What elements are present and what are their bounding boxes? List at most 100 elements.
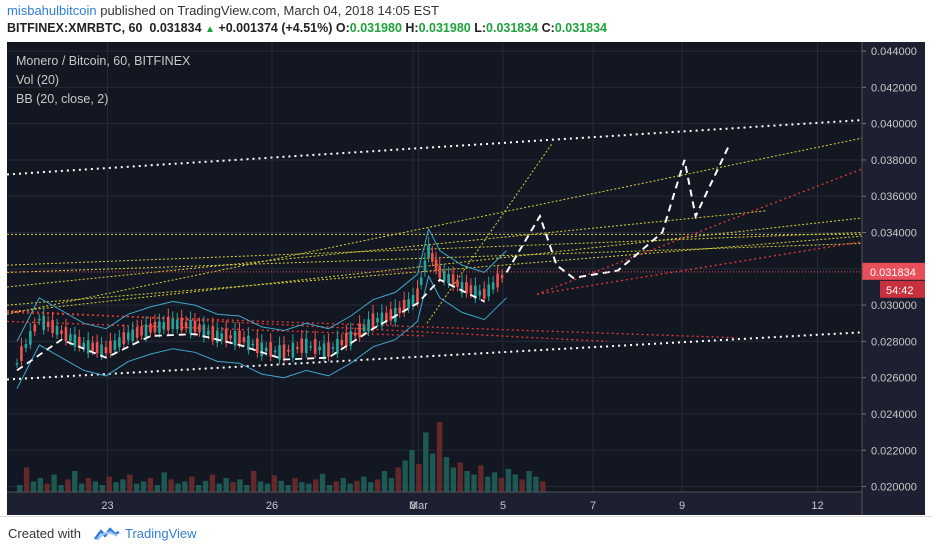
trendline-yellow	[6, 217, 863, 313]
publish-text: published on TradingView.com, March 04, …	[96, 3, 439, 18]
trendline-yellow	[6, 235, 863, 306]
volume-bar	[37, 478, 44, 492]
candle-body	[73, 334, 77, 347]
candle-body	[193, 320, 197, 332]
candle-body	[309, 345, 312, 348]
candle-body	[256, 338, 259, 354]
x-tick-label: 5	[500, 500, 506, 512]
y-tick-label: 0.030000	[871, 300, 917, 312]
volume-bar	[381, 471, 388, 492]
volume-bar	[354, 480, 360, 492]
candle-body	[211, 326, 215, 341]
bollinger-lower	[16, 274, 507, 389]
candle-body	[416, 288, 419, 303]
candle-body	[291, 342, 295, 358]
legend-bollinger[interactable]: BB (20, close, 2)	[16, 92, 109, 106]
chart-header: misbahulbitcoin published on TradingView…	[0, 0, 932, 41]
open-label: O:	[335, 21, 350, 35]
volume-bar	[498, 478, 505, 492]
y-tick-label: 0.026000	[871, 373, 917, 385]
author-link[interactable]: misbahulbitcoin	[7, 3, 97, 18]
candle-body	[131, 329, 134, 341]
y-tick-label: 0.040000	[871, 119, 917, 131]
candle-body	[144, 324, 148, 338]
candle-body	[402, 299, 406, 313]
trendline-yellow	[6, 210, 768, 288]
candle-body	[367, 319, 370, 332]
candle-body	[15, 363, 19, 365]
candle-body	[37, 318, 41, 321]
y-tick-label: 0.022000	[871, 445, 917, 457]
x-tick-label: Mar	[409, 500, 428, 512]
volume-bar	[216, 483, 222, 492]
volume-bar	[312, 479, 319, 492]
footer: Created with TradingView	[0, 516, 932, 551]
volume-bar	[264, 483, 271, 492]
candle-body	[100, 344, 103, 356]
volume-bar	[436, 422, 443, 492]
volume-bar	[333, 481, 340, 492]
candle-body	[482, 288, 486, 299]
volume-bar	[540, 481, 546, 492]
candle-body	[251, 343, 255, 346]
volume-bar	[244, 485, 250, 492]
candle-body	[69, 334, 72, 342]
volume-bar	[471, 474, 477, 492]
volume-bar	[237, 479, 243, 492]
candle-body	[431, 253, 434, 262]
candle-body	[42, 315, 45, 331]
candle-body	[198, 324, 201, 333]
candle-body	[398, 307, 401, 314]
volume-bar	[223, 478, 229, 492]
tradingview-logo-icon[interactable]	[93, 526, 121, 547]
y-tick-label: 0.024000	[871, 409, 917, 421]
last-price-tag	[862, 262, 925, 280]
volume-bar	[140, 481, 147, 492]
candle-body	[331, 347, 335, 349]
candle-body	[24, 344, 28, 348]
y-tick-label: 0.036000	[871, 191, 917, 203]
countdown-label: 54:42	[886, 285, 914, 297]
candle-body	[238, 330, 241, 344]
x-tick-label: 12	[811, 500, 823, 512]
low-label: L:	[474, 21, 487, 35]
trendline-yellow	[6, 137, 863, 315]
legend-volume[interactable]: Vol (20)	[16, 73, 60, 87]
countdown-tag	[880, 280, 925, 298]
y-tick-label: 0.028000	[871, 336, 917, 348]
candle-body	[229, 335, 232, 339]
candle-body	[456, 280, 459, 287]
volume-bar	[402, 460, 408, 492]
candle-body	[371, 313, 375, 328]
candle-body	[109, 340, 112, 354]
candle-body	[282, 344, 286, 359]
volume-bar	[72, 471, 78, 492]
volume-bar	[230, 482, 236, 492]
x-tick-label: 9	[679, 500, 685, 512]
candle-body	[247, 335, 250, 351]
volume-bar	[23, 467, 30, 492]
volume-bar	[409, 450, 415, 492]
y-tick-label: 0.038000	[871, 155, 917, 167]
volume-bar	[257, 481, 264, 492]
high-label: H:	[405, 21, 419, 35]
publish-line: misbahulbitcoin published on TradingView…	[7, 3, 439, 18]
volume-bar	[361, 476, 367, 492]
volume-bar	[519, 479, 525, 492]
chart-area[interactable]: 0.044000 0.042000 0.040000 0.038000 0.036000…	[6, 42, 925, 515]
chart-canvas[interactable]: 0.044000 0.042000 0.040000 0.038000 0.036000…	[6, 42, 925, 515]
volume-bar	[78, 483, 85, 492]
candle-body	[184, 322, 188, 329]
volume-bar	[134, 483, 140, 492]
y-tick-label: 0.020000	[871, 482, 917, 494]
candle-body	[487, 284, 490, 297]
volume-bar	[99, 485, 105, 492]
tradingview-brand-link[interactable]: TradingView	[125, 526, 197, 541]
candle-body	[82, 342, 86, 348]
y-tick-label: 0.042000	[871, 82, 917, 94]
volume-bar	[147, 478, 154, 492]
candle-body	[224, 328, 228, 343]
last-price-tag-label: 0.031834	[870, 267, 916, 279]
candle-body	[389, 309, 393, 321]
candle-body	[51, 320, 54, 333]
